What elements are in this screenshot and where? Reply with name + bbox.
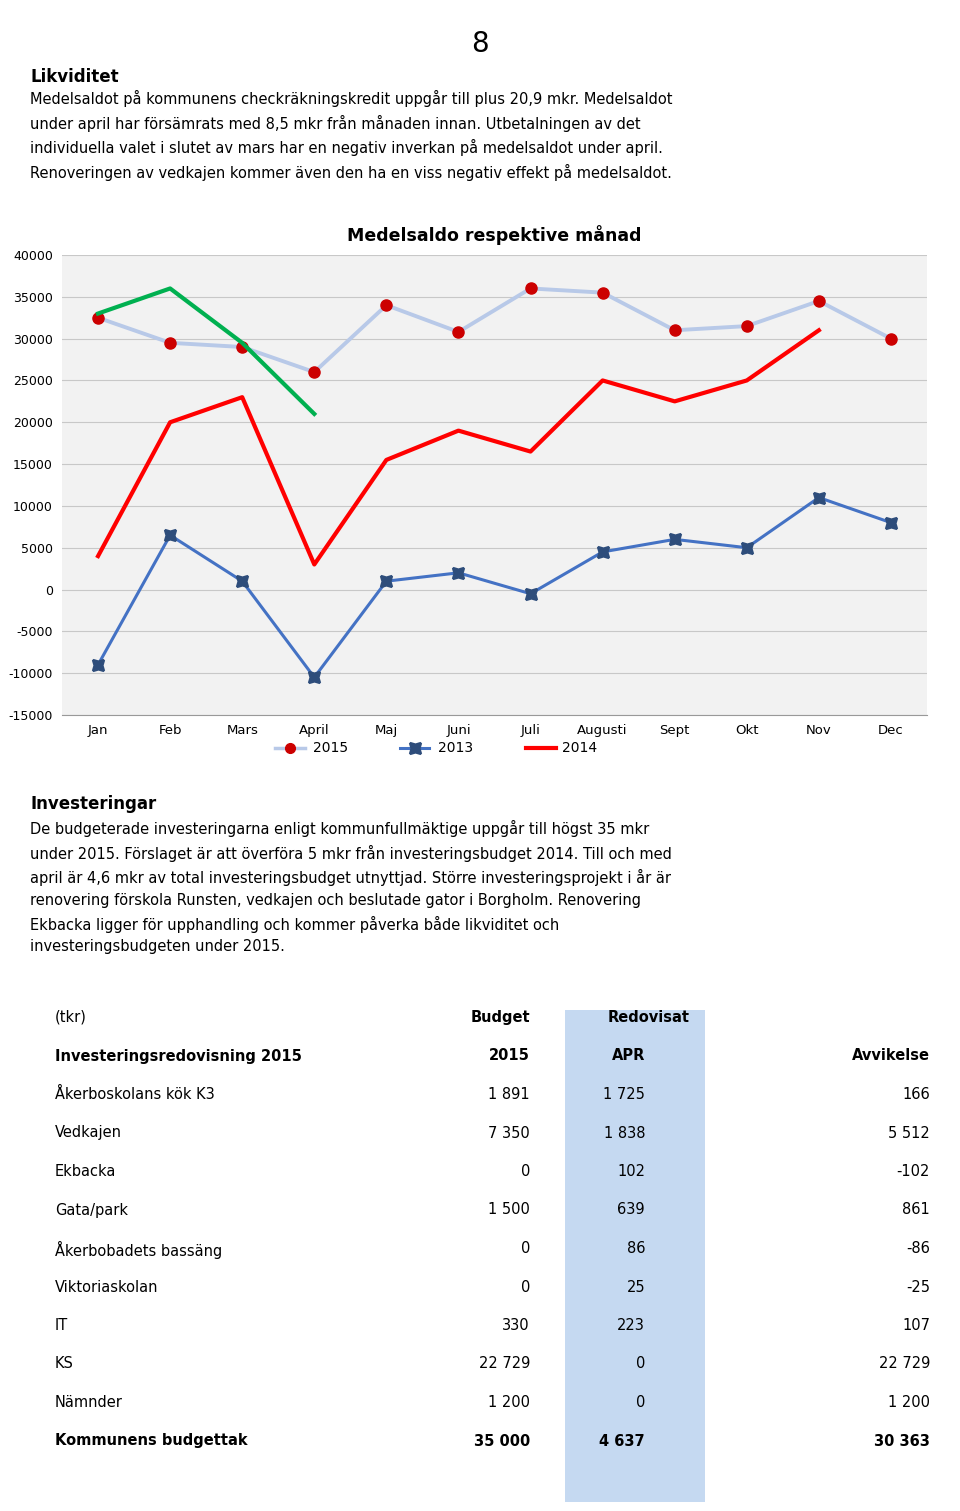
Text: Vedkajen: Vedkajen [55,1126,122,1141]
Text: De budgeterade investeringarna enligt kommunfullmäktige uppgår till högst 35 mkr: De budgeterade investeringarna enligt ko… [30,820,672,955]
Text: APR: APR [612,1049,645,1064]
Text: IT: IT [55,1318,68,1333]
Text: 1 838: 1 838 [604,1126,645,1141]
Text: 2014: 2014 [563,742,597,756]
Text: Investeringar: Investeringar [30,795,156,813]
Text: 22 729: 22 729 [479,1357,530,1372]
Text: 4 637: 4 637 [599,1434,645,1449]
Text: 0: 0 [636,1357,645,1372]
Text: 1 200: 1 200 [488,1395,530,1410]
Text: 861: 861 [902,1203,930,1218]
Text: Investeringsredovisning 2015: Investeringsredovisning 2015 [55,1049,301,1064]
Text: 639: 639 [617,1203,645,1218]
Text: 5 512: 5 512 [888,1126,930,1141]
Text: Kommunens budgettak: Kommunens budgettak [55,1434,248,1449]
Text: 102: 102 [617,1163,645,1179]
Text: 0: 0 [520,1163,530,1179]
Text: -102: -102 [897,1163,930,1179]
Text: 223: 223 [617,1318,645,1333]
Text: 25: 25 [626,1280,645,1295]
Text: 1 891: 1 891 [489,1086,530,1102]
Text: 330: 330 [502,1318,530,1333]
Text: 8: 8 [471,30,489,57]
Text: -86: -86 [906,1241,930,1256]
Text: 0: 0 [636,1395,645,1410]
Text: KS: KS [55,1357,74,1372]
Text: Gata/park: Gata/park [55,1203,128,1218]
Text: Åkerboskolans kök K3: Åkerboskolans kök K3 [55,1086,215,1102]
Text: 0: 0 [520,1241,530,1256]
Text: 1 725: 1 725 [603,1086,645,1102]
Text: 7 350: 7 350 [489,1126,530,1141]
Text: Medelsaldot på kommunens checkräkningskredit uppgår till plus 20,9 mkr. Medelsal: Medelsaldot på kommunens checkräkningskr… [30,91,673,181]
Text: Åkerbobadets bassäng: Åkerbobadets bassäng [55,1241,223,1259]
Text: Budget: Budget [470,1009,530,1024]
Text: 35 000: 35 000 [473,1434,530,1449]
Text: 86: 86 [627,1241,645,1256]
Text: 1 200: 1 200 [888,1395,930,1410]
Text: (tkr): (tkr) [55,1009,86,1024]
Text: Likviditet: Likviditet [30,68,119,86]
Text: 166: 166 [902,1086,930,1102]
Text: -25: -25 [906,1280,930,1295]
Text: 2015: 2015 [490,1049,530,1064]
Text: Ekbacka: Ekbacka [55,1163,116,1179]
Text: Avvikelse: Avvikelse [852,1049,930,1064]
Text: 1 500: 1 500 [488,1203,530,1218]
Title: Medelsaldo respektive månad: Medelsaldo respektive månad [348,225,641,245]
Text: 0: 0 [520,1280,530,1295]
Text: Viktoriaskolan: Viktoriaskolan [55,1280,158,1295]
Text: 107: 107 [902,1318,930,1333]
Text: 2013: 2013 [438,742,473,756]
Text: 30 363: 30 363 [875,1434,930,1449]
Text: 22 729: 22 729 [878,1357,930,1372]
Text: Redovisat: Redovisat [608,1009,690,1024]
Text: 2015: 2015 [313,742,348,756]
Text: Nämnder: Nämnder [55,1395,123,1410]
